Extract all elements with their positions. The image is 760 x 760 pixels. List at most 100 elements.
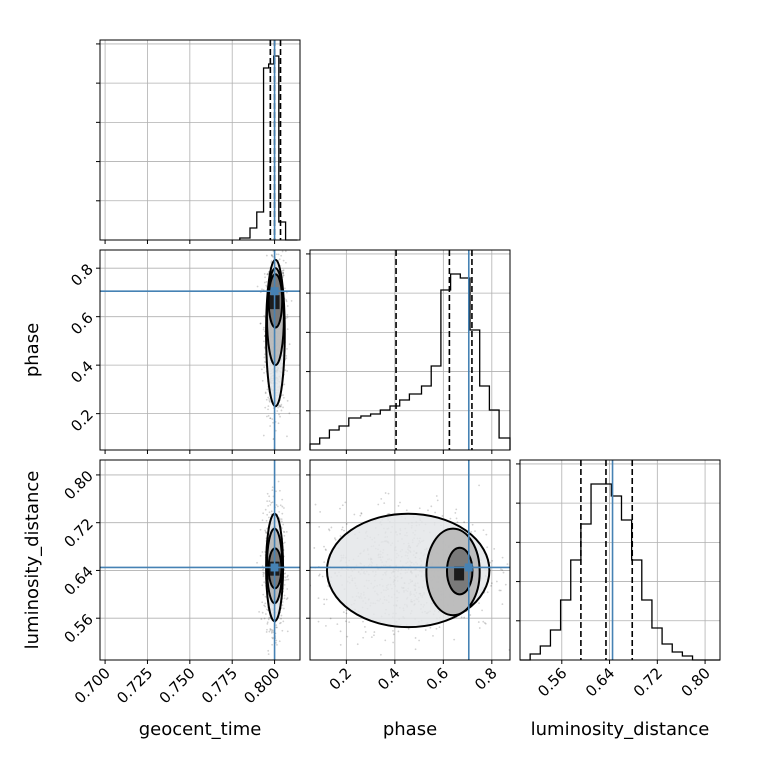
sample-point <box>325 624 327 627</box>
sample-point <box>323 545 325 548</box>
sample-point <box>260 368 263 371</box>
sample-point <box>418 639 420 642</box>
sample-point <box>484 622 487 625</box>
sample-point <box>341 504 344 507</box>
sample-point <box>379 653 382 656</box>
sample-point <box>286 305 289 307</box>
sample-point <box>263 572 265 575</box>
contour-line <box>267 273 284 329</box>
sample-point <box>264 508 267 511</box>
sample-point <box>263 604 266 607</box>
density-layer <box>100 250 300 450</box>
panel-background <box>520 460 720 660</box>
sample-point <box>343 529 345 532</box>
y-axis-label-luminosity-distance: luminosity_distance <box>22 471 43 650</box>
sample-point <box>270 501 273 504</box>
sample-point <box>278 258 281 261</box>
sample-point <box>259 322 262 325</box>
sample-point <box>348 621 351 624</box>
sample-point <box>269 425 272 427</box>
sample-point <box>265 280 268 283</box>
sample-point <box>318 573 321 576</box>
sample-point <box>269 504 272 506</box>
sample-point <box>469 614 472 616</box>
sample-point <box>263 372 265 374</box>
sample-point <box>359 514 362 517</box>
sample-point <box>261 565 264 568</box>
sample-point <box>286 328 289 331</box>
sample-point <box>256 561 258 564</box>
sample-point <box>282 530 285 533</box>
sample-point <box>268 398 271 400</box>
sample-point <box>259 554 262 557</box>
sample-point <box>268 500 271 503</box>
sample-point <box>267 405 270 408</box>
sample-point <box>339 535 342 537</box>
sample-point <box>262 568 264 571</box>
panel-frame <box>99 249 301 451</box>
sample-point <box>282 607 285 610</box>
sample-point <box>495 580 498 583</box>
sample-point <box>282 272 285 275</box>
sample-point <box>471 523 474 526</box>
sample-point <box>323 561 326 564</box>
sample-point <box>334 538 337 541</box>
sample-point <box>259 528 262 531</box>
sample-point <box>286 588 289 590</box>
sample-point <box>263 366 266 368</box>
sample-point <box>362 620 364 623</box>
sample-point <box>263 581 266 584</box>
sample-point <box>261 584 264 587</box>
sample-point <box>325 598 328 601</box>
truth-marker <box>270 563 279 572</box>
panel-frame <box>99 39 301 241</box>
sample-point <box>267 396 270 399</box>
sample-point <box>280 409 283 412</box>
sample-point <box>284 369 287 372</box>
sample-point <box>269 417 272 420</box>
sample-point <box>478 627 481 629</box>
sample-point <box>284 572 287 575</box>
sample-point <box>284 579 286 582</box>
sample-point <box>283 584 286 586</box>
sample-point <box>272 255 274 258</box>
sample-point <box>264 406 267 409</box>
sample-point <box>282 269 285 272</box>
sample-point <box>266 621 269 624</box>
sample-point <box>278 622 281 625</box>
sample-point <box>271 643 274 646</box>
sample-point <box>263 356 266 359</box>
sample-point <box>424 629 427 631</box>
sample-point <box>339 630 342 633</box>
sample-point <box>268 495 271 498</box>
x-axis-label-phase: phase <box>383 719 437 740</box>
sample-point <box>323 603 326 606</box>
sample-point <box>281 527 283 530</box>
sample-point <box>280 518 283 521</box>
sample-point <box>282 275 285 277</box>
panel-background <box>310 250 510 450</box>
sample-point <box>282 271 285 274</box>
scatter-panel-luminosity-distance-vs-phase: 0.2 0.4 0.6 0.8 <box>306 459 511 694</box>
sample-point <box>285 300 288 303</box>
sample-point <box>339 507 341 510</box>
sample-point <box>344 501 347 504</box>
sample-point <box>463 616 466 619</box>
sample-point <box>263 314 266 317</box>
panel-frame <box>309 249 511 451</box>
sample-point <box>317 597 320 599</box>
sample-point <box>434 511 437 514</box>
sample-point <box>266 500 269 503</box>
sample-point <box>264 276 266 279</box>
sample-point <box>272 421 274 424</box>
sample-point <box>317 620 320 623</box>
sample-point <box>267 653 270 656</box>
sample-point <box>327 528 330 531</box>
sample-point <box>282 620 285 623</box>
sample-point <box>286 435 288 438</box>
y-axis-label-phase: phase <box>22 323 43 377</box>
sample-point <box>263 326 265 329</box>
sample-point <box>283 383 286 386</box>
sample-point <box>282 274 285 277</box>
sample-point <box>278 405 281 408</box>
